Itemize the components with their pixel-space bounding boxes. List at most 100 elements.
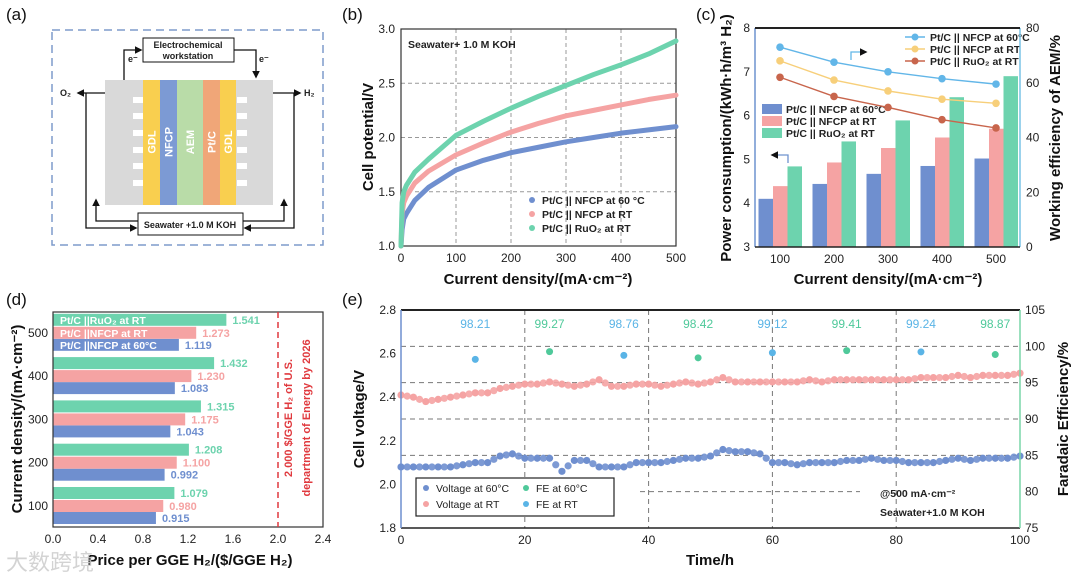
e-voltage-point: [719, 445, 727, 454]
b-x-tick: 200: [501, 251, 521, 265]
e-voltage-point: [948, 372, 956, 381]
e-voltage-point: [997, 454, 1006, 462]
c-bar-legend-label: Pt/C || NFCP at 60°C: [786, 104, 886, 116]
e-voltage-point: [490, 455, 498, 463]
flow-channel-right: [237, 147, 247, 153]
e-voltage-point: [471, 459, 479, 467]
d-plot-frame: [52, 311, 324, 528]
e-voltage-point: [799, 377, 807, 385]
e-voltage-point: [607, 463, 616, 471]
e-fe-point: [620, 351, 628, 359]
e-voltage-point: [601, 379, 609, 387]
panel-label-b: (b): [342, 5, 363, 24]
b-series-1: [398, 92, 679, 249]
c-y-right-axis-title: Working efficiency of AEM/%: [1047, 35, 1064, 241]
d-y-tick: 200: [28, 456, 48, 470]
e-voltage-point: [508, 450, 517, 458]
e-voltage-point: [434, 463, 442, 471]
e-voltage-point: [422, 397, 430, 406]
e-legend-label: FE at RT: [536, 499, 578, 511]
c-bar: [758, 198, 773, 247]
e-voltage-point: [564, 381, 572, 389]
e-voltage-point: [539, 454, 547, 462]
e-voltage-point: [855, 376, 863, 384]
e-voltage-point: [737, 448, 746, 456]
e-voltage-point: [911, 375, 919, 383]
c-bar: [920, 165, 935, 247]
e-voltage-point: [663, 457, 671, 466]
e-voltage-point: [805, 376, 814, 384]
e-voltage-point: [942, 373, 950, 382]
c-bar: [949, 97, 964, 247]
e-voltage-point: [415, 395, 424, 403]
e-fe-point: [546, 348, 554, 356]
d-value-label: 1.273: [202, 328, 230, 340]
d-y-tick: 500: [28, 326, 48, 340]
e-voltage-point: [904, 376, 913, 384]
e-voltage-point: [991, 371, 999, 379]
e-annotation-current: @500 mA·cm⁻²: [880, 488, 956, 500]
right-inner-loop: [243, 198, 288, 222]
e-voltage-point: [502, 451, 510, 459]
e-fe-label: 98.21: [460, 317, 490, 331]
e-voltage-point: [638, 459, 647, 467]
d-value-label: 1.175: [191, 414, 219, 426]
e-voltage-point: [508, 382, 517, 390]
d-bar: [53, 468, 165, 481]
e-fe-point: [694, 354, 702, 362]
panel-label-c: (c): [696, 5, 716, 24]
e-voltage-point: [731, 378, 739, 386]
e-voltage-point: [954, 371, 962, 379]
c-y-tick: 5: [743, 152, 750, 166]
d-bar: [53, 313, 227, 326]
e-voltage-point: [805, 459, 814, 467]
c-y-right-tick: 60: [1026, 76, 1040, 90]
e-voltage-point: [471, 389, 479, 397]
e-voltage-point: [589, 378, 597, 386]
e-voltage-point: [409, 463, 417, 471]
e-voltage-point: [558, 380, 566, 388]
c-bar-legend-swatch: [762, 116, 782, 126]
d-reference-label: department of Energy by 2026: [301, 339, 313, 496]
c-bar-legend-swatch: [762, 104, 782, 114]
b-x-tick: 0: [398, 251, 405, 265]
d-x-tick: 0.0: [45, 532, 62, 546]
e-voltage-point: [774, 378, 783, 386]
e-voltage-point: [539, 379, 547, 387]
d-value-label: 1.315: [207, 401, 235, 413]
c-line-legend-marker: [911, 33, 919, 41]
e-voltage-point: [589, 460, 597, 468]
e-legend-marker: [423, 485, 429, 491]
e-voltage-point: [880, 376, 888, 384]
e-voltage-point: [484, 389, 492, 397]
e-voltage-point: [948, 455, 956, 463]
e-voltage-point: [923, 459, 931, 467]
c-y-right-tick: 0: [1026, 240, 1033, 254]
d-bar: [53, 443, 189, 456]
e-voltage-point: [675, 379, 684, 387]
d-bar: [53, 370, 192, 383]
b-legend-marker: [529, 211, 535, 217]
c-bar-legend-swatch: [762, 128, 782, 138]
c-line-point: [884, 87, 892, 95]
flow-channel-right: [237, 130, 247, 136]
d-x-tick: 2.4: [315, 532, 332, 546]
c-y-right-tick: 20: [1026, 185, 1040, 199]
e-fe-label: 99.12: [757, 317, 787, 331]
c-bar: [866, 173, 881, 247]
c-x-tick: 500: [986, 252, 1006, 266]
e-voltage-point: [527, 380, 535, 388]
layer-1: [160, 80, 177, 205]
e-voltage-point: [929, 459, 937, 467]
e-voltage-point: [570, 456, 578, 465]
e-voltage-point: [836, 457, 845, 466]
e-x-axis-title: Time/h: [686, 552, 734, 569]
d-x-tick: 2.0: [270, 532, 287, 546]
e-voltage-point: [966, 373, 975, 382]
e-voltage-point: [496, 452, 504, 460]
e-voltage-point: [440, 394, 448, 402]
flow-channel-left: [133, 147, 143, 153]
e-voltage-point: [682, 454, 690, 462]
c-x-tick: 200: [824, 252, 844, 266]
b-legend-marker: [529, 225, 535, 231]
